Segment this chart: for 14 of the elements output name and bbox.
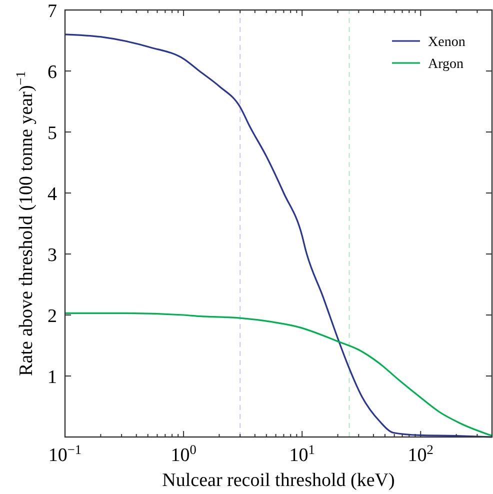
y-tick-label: 7 xyxy=(48,1,57,22)
y-tick-label: 4 xyxy=(48,184,58,205)
legend-label: Argon xyxy=(428,57,464,72)
legend-label: Xenon xyxy=(428,35,466,50)
x-tick-label: 10$^{1}$ xyxy=(289,442,315,466)
x-tick-label: 10$^{2}$ xyxy=(408,442,434,466)
y-tick-label: 2 xyxy=(48,306,57,327)
x-tick-label: 10$^{−1}$ xyxy=(48,442,82,466)
x-axis-title: Nulcear recoil threshold (keV) xyxy=(162,470,395,491)
y-tick-label: 3 xyxy=(48,245,57,266)
x-tick-label: 10$^{0}$ xyxy=(170,442,197,466)
y-tick-label: 6 xyxy=(48,62,57,83)
y-tick-label: 1 xyxy=(48,367,57,388)
y-tick-label: 5 xyxy=(48,123,57,144)
